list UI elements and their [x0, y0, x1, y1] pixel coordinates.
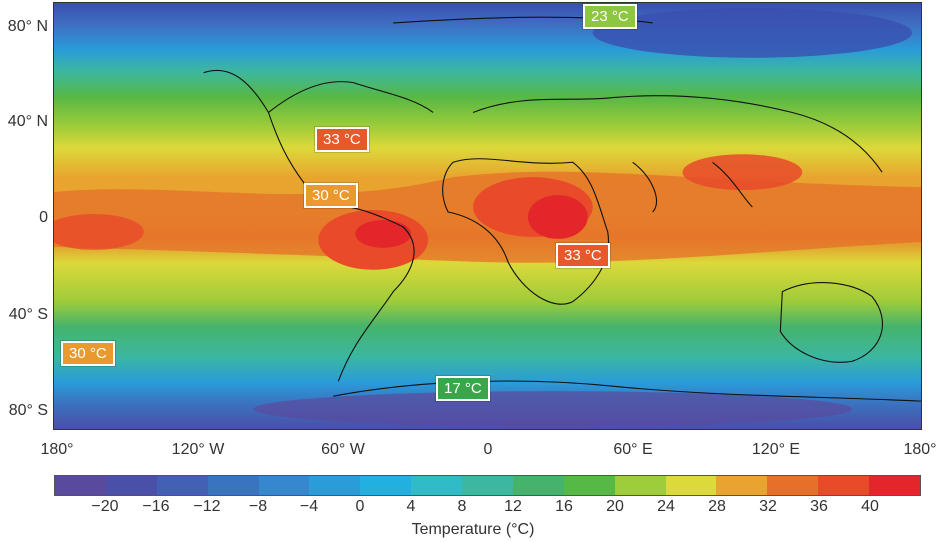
colorbar-segment: [614, 476, 666, 495]
lon-label-120w: 120° W: [171, 441, 225, 458]
colorbar-segment: [665, 476, 717, 495]
colorbar-tick-label: 20: [606, 498, 624, 515]
colorbar-segment: [563, 476, 615, 495]
temperature-colorbar: [54, 475, 921, 496]
colorbar-segment: [869, 476, 920, 495]
colorbar-tick-label: 32: [759, 498, 777, 515]
lon-label-120e: 120° E: [751, 441, 801, 458]
colorbar-segment: [55, 476, 106, 495]
colorbar-tick-label: 12: [504, 498, 522, 515]
colorbar-tick-label: 36: [810, 498, 828, 515]
colorbar-segment: [360, 476, 412, 495]
lon-label-180w: 180°: [40, 441, 74, 458]
lat-label-40s: 40° S: [8, 306, 48, 323]
colorbar-segment: [156, 476, 208, 495]
lat-label-80n: 80° N: [7, 18, 48, 35]
colorbar-segment: [512, 476, 564, 495]
colorbar-title: Temperature (°C): [411, 521, 535, 538]
temperature-map: [53, 2, 922, 430]
callout-central-america: 30 °C: [303, 182, 359, 209]
colorbar-segment: [462, 476, 513, 495]
lat-label-40n: 40° N: [7, 113, 48, 130]
colorbar-tick-label: −16: [142, 498, 170, 515]
temperature-field: [54, 3, 921, 429]
colorbar-tick-label: −20: [91, 498, 119, 515]
lat-label-equator: 0: [39, 209, 48, 226]
colorbar-segment: [258, 476, 310, 495]
callout-africa: 33 °C: [555, 242, 611, 269]
callout-southern-ocean: 17 °C: [435, 375, 491, 402]
colorbar-tick-label: 40: [861, 498, 879, 515]
colorbar-segment: [309, 476, 361, 495]
colorbar-tick-label: −8: [248, 498, 268, 515]
colorbar-tick-label: 0: [355, 498, 365, 515]
callout-north-america: 33 °C: [314, 126, 370, 153]
colorbar-tick-label: 8: [457, 498, 467, 515]
colorbar-segment: [767, 476, 819, 495]
colorbar-segment: [207, 476, 259, 495]
lon-label-180e: 180°: [903, 441, 937, 458]
colorbar-tick-label: 24: [657, 498, 675, 515]
callout-arctic: 23 °C: [582, 3, 638, 30]
lon-label-60w: 60° W: [321, 441, 365, 458]
colorbar-tick-label: 16: [555, 498, 573, 515]
colorbar-segment: [411, 476, 462, 495]
colorbar-segment: [105, 476, 157, 495]
callout-south-pacific: 30 °C: [60, 340, 116, 367]
lon-label-0: 0: [483, 441, 493, 458]
colorbar-tick-label: 28: [708, 498, 726, 515]
lon-label-60e: 60° E: [613, 441, 653, 458]
colorbar-segment: [818, 476, 869, 495]
colorbar-segment: [716, 476, 768, 495]
lat-label-80s: 80° S: [8, 402, 48, 419]
colorbar-tick-label: −4: [299, 498, 319, 515]
colorbar-tick-label: −12: [193, 498, 221, 515]
colorbar-tick-label: 4: [406, 498, 416, 515]
